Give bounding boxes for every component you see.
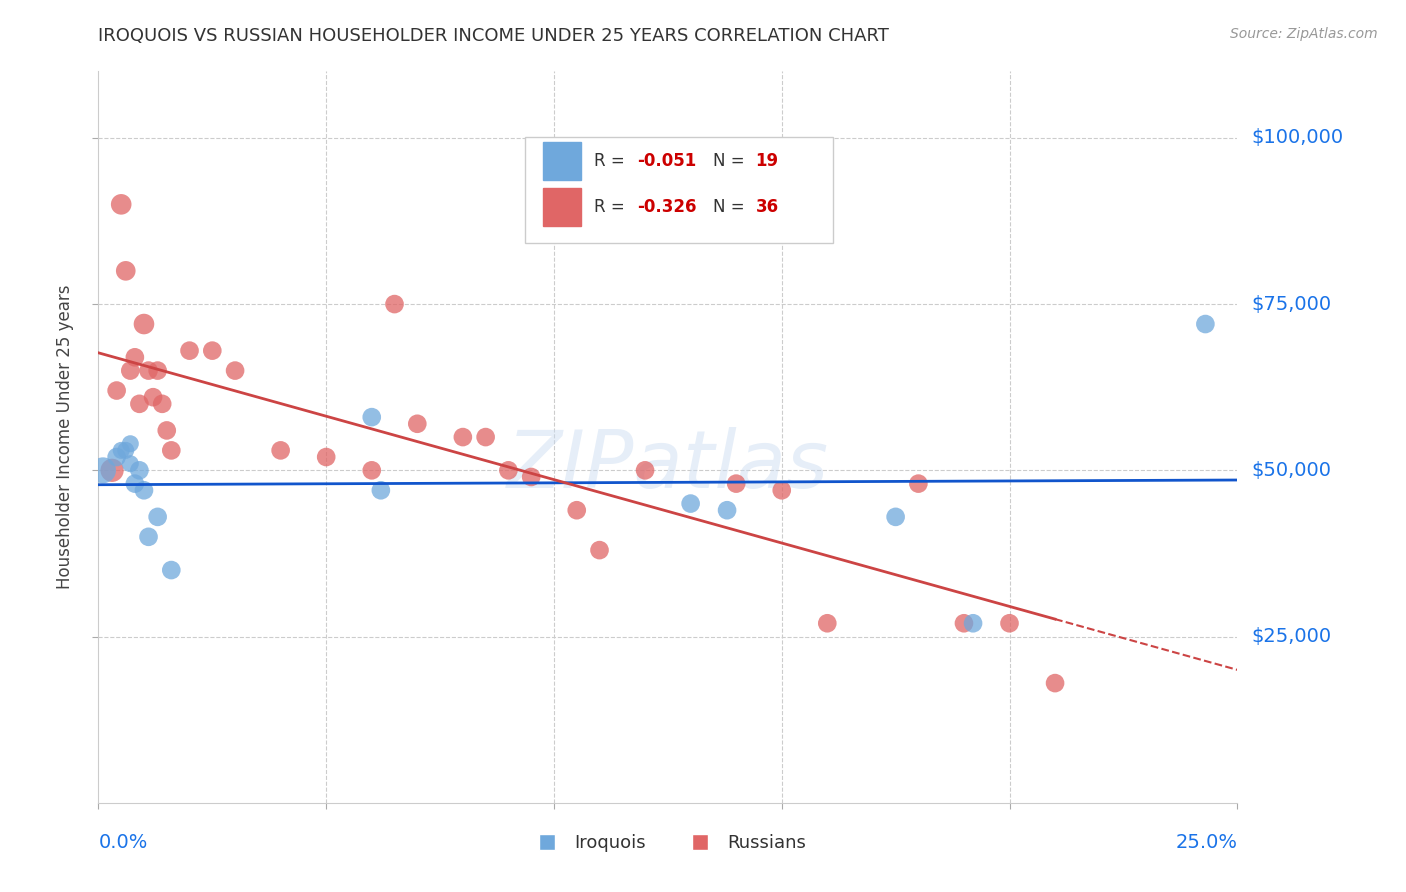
Point [1194,317,1216,331]
Point [962,616,984,631]
Text: 0.0%: 0.0% [98,833,148,853]
Point [160,443,183,458]
Text: R =: R = [593,152,630,169]
FancyBboxPatch shape [543,188,581,227]
FancyBboxPatch shape [543,142,581,180]
Point [1043,676,1066,690]
Point [138,530,160,544]
Point [150,397,173,411]
Point [384,297,406,311]
Point [114,264,136,278]
Point [474,430,496,444]
Point [884,509,907,524]
Point [498,463,520,477]
Point [105,384,128,398]
Point [114,443,136,458]
Text: $75,000: $75,000 [1251,294,1331,314]
Point [142,390,165,404]
Point [124,476,146,491]
Point [588,543,610,558]
Point [120,363,142,377]
Point [128,397,150,411]
Text: 25.0%: 25.0% [1175,833,1237,853]
Point [91,463,114,477]
Text: 36: 36 [755,198,779,216]
Text: -0.051: -0.051 [637,152,696,169]
Text: $50,000: $50,000 [1251,461,1331,480]
Point [998,616,1021,631]
Point [224,363,246,377]
Point [120,457,142,471]
Point [146,363,169,377]
Point [124,351,146,365]
Legend: Iroquois, Russians: Iroquois, Russians [522,827,814,860]
Point [156,424,179,438]
Point [370,483,392,498]
Point [132,317,155,331]
Point [815,616,838,631]
Point [360,410,382,425]
Point [716,503,738,517]
Point [315,450,337,464]
Point [725,476,748,491]
Y-axis label: Householder Income Under 25 years: Householder Income Under 25 years [56,285,75,590]
Point [634,463,657,477]
Point [565,503,588,517]
Point [360,463,382,477]
Text: -0.326: -0.326 [637,198,696,216]
Point [201,343,224,358]
Text: N =: N = [713,198,751,216]
Point [146,509,169,524]
Text: Source: ZipAtlas.com: Source: ZipAtlas.com [1230,27,1378,41]
Point [128,463,150,477]
Text: ZIPatlas: ZIPatlas [506,427,830,506]
Point [101,463,124,477]
Point [120,436,142,450]
Text: IROQUOIS VS RUSSIAN HOUSEHOLDER INCOME UNDER 25 YEARS CORRELATION CHART: IROQUOIS VS RUSSIAN HOUSEHOLDER INCOME U… [98,27,890,45]
Point [907,476,929,491]
Text: R =: R = [593,198,630,216]
Point [110,197,132,211]
Text: $25,000: $25,000 [1251,627,1331,646]
Point [160,563,183,577]
Point [770,483,793,498]
FancyBboxPatch shape [526,137,832,244]
Point [520,470,543,484]
Point [451,430,474,444]
Point [105,450,128,464]
Point [679,497,702,511]
Point [132,483,155,498]
Point [953,616,976,631]
Text: 19: 19 [755,152,779,169]
Text: $100,000: $100,000 [1251,128,1343,147]
Point [110,443,132,458]
Point [138,363,160,377]
Text: N =: N = [713,152,751,169]
Point [406,417,429,431]
Point [179,343,201,358]
Point [270,443,292,458]
